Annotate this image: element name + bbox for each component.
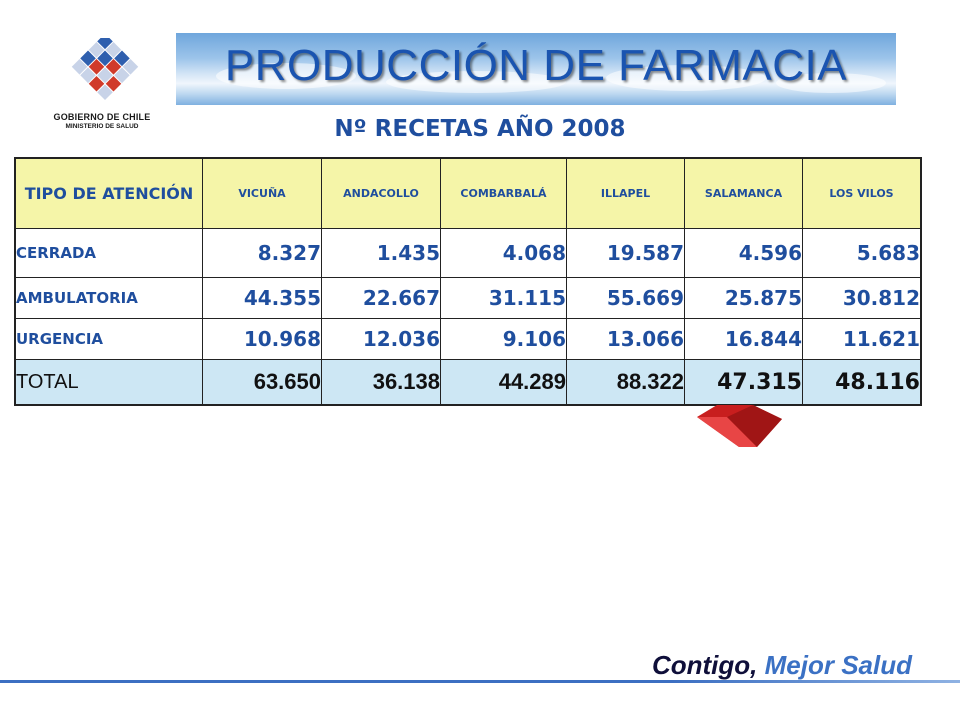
total-value: 48.116 xyxy=(802,359,922,406)
total-value: 63.650 xyxy=(202,359,322,406)
table-row: AMBULATORIA 44.355 22.667 31.115 55.669 … xyxy=(14,277,922,319)
footer-slogan: Contigo, Mejor Salud xyxy=(652,650,912,681)
logo-text-gobierno: GOBIERNO DE CHILE xyxy=(53,112,151,122)
cell-value: 4.596 xyxy=(684,228,803,278)
cell-value: 44.355 xyxy=(202,277,322,319)
gobierno-chile-logo xyxy=(71,38,139,101)
table-row: CERRADA 8.327 1.435 4.068 19.587 4.596 5… xyxy=(14,228,922,278)
table-total-row: TOTAL 63.650 36.138 44.289 88.322 47.315… xyxy=(14,359,922,406)
total-value: 88.322 xyxy=(566,359,685,406)
header-cell-andacollo: ANDACOLLO xyxy=(321,157,441,229)
header-cell-vicuna: VICUÑA xyxy=(202,157,322,229)
header-cell-tipo: TIPO DE ATENCIÓN xyxy=(14,157,203,229)
cell-value: 12.036 xyxy=(321,318,441,360)
cell-value: 16.844 xyxy=(684,318,803,360)
total-value: 36.138 xyxy=(321,359,441,406)
cell-value: 22.667 xyxy=(321,277,441,319)
table-header-row: TIPO DE ATENCIÓN VICUÑA ANDACOLLO COMBAR… xyxy=(14,157,922,229)
header-cell-salamanca: SALAMANCA xyxy=(684,157,803,229)
row-label-total: TOTAL xyxy=(14,359,203,406)
cell-value: 10.968 xyxy=(202,318,322,360)
header-cell-illapel: ILLAPEL xyxy=(566,157,685,229)
logo-text-ministerio: MINISTERIO DE SALUD xyxy=(65,123,139,130)
cell-value: 19.587 xyxy=(566,228,685,278)
cell-value: 13.066 xyxy=(566,318,685,360)
cell-value: 8.327 xyxy=(202,228,322,278)
page-title: PRODUCCIÓN DE FARMACIA xyxy=(224,41,848,90)
row-label-ambulatoria: AMBULATORIA xyxy=(14,277,203,319)
recetas-table: TIPO DE ATENCIÓN VICUÑA ANDACOLLO COMBAR… xyxy=(14,157,922,406)
cell-value: 4.068 xyxy=(440,228,567,278)
cell-value: 9.106 xyxy=(440,318,567,360)
header-cell-combarbala: COMBARBALÁ xyxy=(440,157,567,229)
row-label-cerrada: CERRADA xyxy=(14,228,203,278)
slogan-part-mejor-salud: Mejor Salud xyxy=(764,650,912,680)
total-value: 47.315 xyxy=(684,359,803,406)
title-banner xyxy=(176,33,896,105)
slogan-part-contigo: Contigo, xyxy=(651,650,758,680)
row-label-urgencia: URGENCIA xyxy=(14,318,203,360)
footer-line xyxy=(0,680,960,683)
table-subtitle: Nº RECETAS AÑO 2008 xyxy=(334,116,626,142)
red-decoration-shape xyxy=(697,405,782,447)
cell-value: 55.669 xyxy=(566,277,685,319)
cell-value: 1.435 xyxy=(321,228,441,278)
table-row: URGENCIA 10.968 12.036 9.106 13.066 16.8… xyxy=(14,318,922,360)
cell-value: 25.875 xyxy=(684,277,803,319)
header-cell-los-vilos: LOS VILOS xyxy=(802,157,922,229)
cell-value: 31.115 xyxy=(440,277,567,319)
cell-value: 5.683 xyxy=(802,228,922,278)
cell-value: 11.621 xyxy=(802,318,922,360)
cell-value: 30.812 xyxy=(802,277,922,319)
total-value: 44.289 xyxy=(440,359,567,406)
